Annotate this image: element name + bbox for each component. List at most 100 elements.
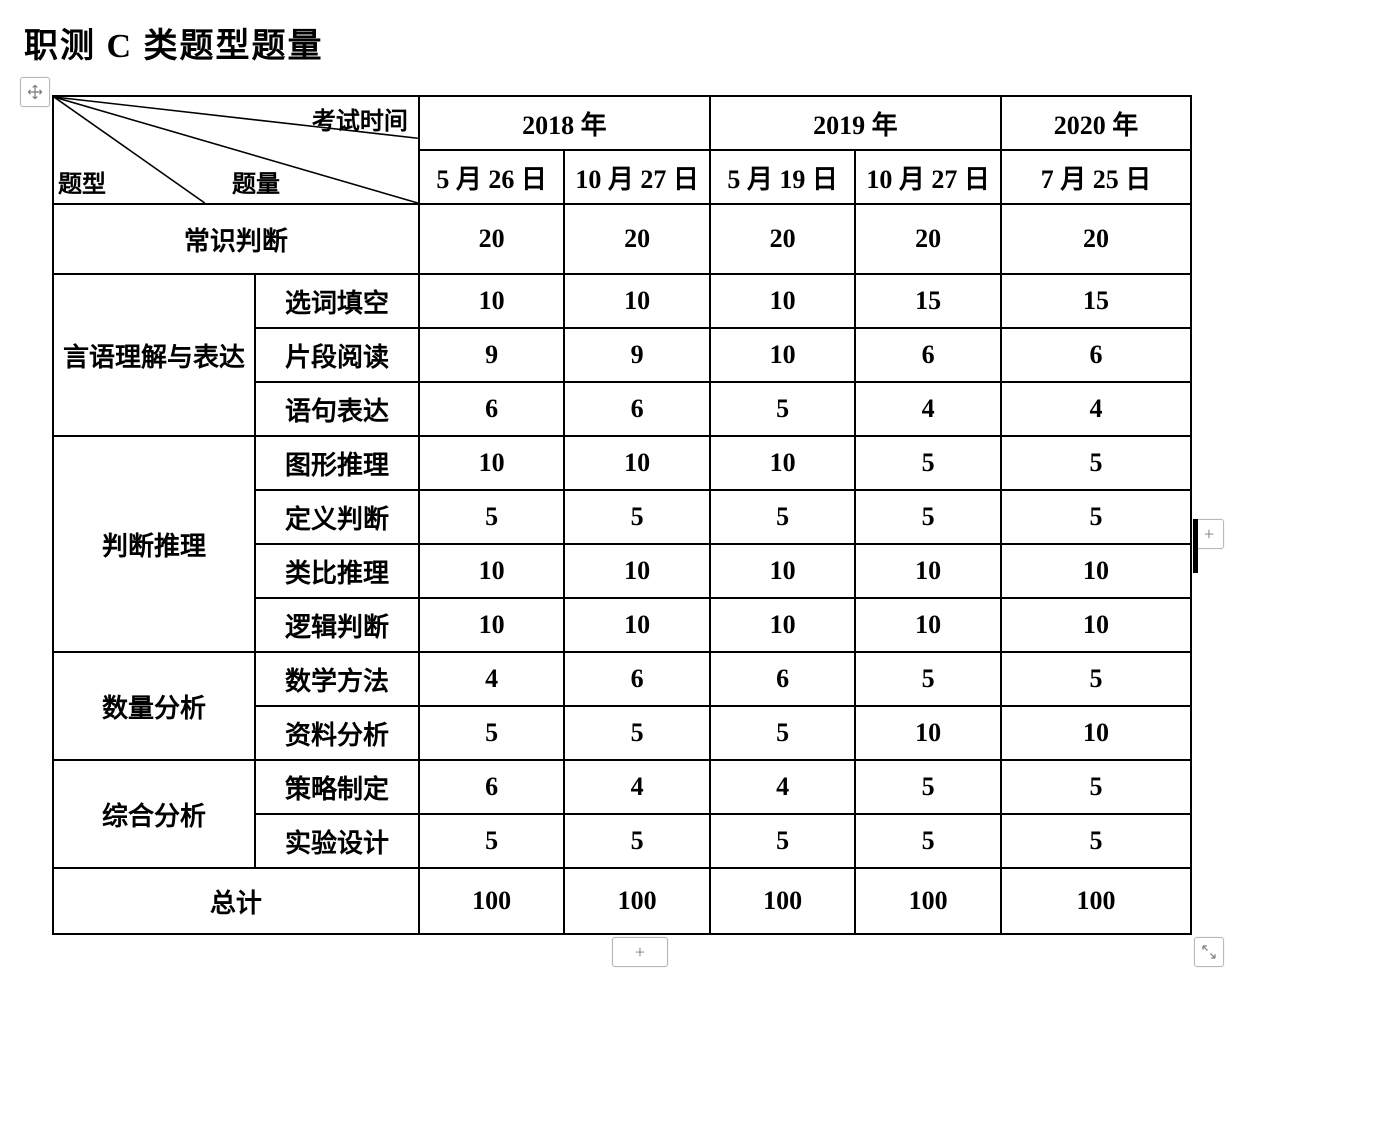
- sub-cell: 片段阅读: [255, 328, 419, 382]
- value-cell: 9: [564, 328, 710, 382]
- year-header: 2019 年: [710, 96, 1001, 150]
- value-cell: 10: [419, 598, 565, 652]
- value-cell: 6: [855, 328, 1001, 382]
- table-row: 判断推理 图形推理 10 10 10 5 5: [53, 436, 1191, 490]
- category-cell: 判断推理: [53, 436, 255, 652]
- value-cell: 5: [1001, 760, 1191, 814]
- value-cell: 10: [1001, 598, 1191, 652]
- table-row: 言语理解与表达 选词填空 10 10 10 15 15: [53, 274, 1191, 328]
- value-cell: 5: [855, 490, 1001, 544]
- value-cell: 5: [855, 760, 1001, 814]
- row-insert-marker: [1193, 519, 1198, 573]
- data-table: 考试时间 题型 题量 2018 年 2019 年 2020 年 5 月 26 日…: [52, 95, 1192, 935]
- sub-cell: 策略制定: [255, 760, 419, 814]
- value-cell: 10: [710, 436, 856, 490]
- table-row: 常识判断 20 20 20 20 20: [53, 204, 1191, 274]
- date-header: 5 月 19 日: [710, 150, 856, 204]
- total-cell: 100: [855, 868, 1001, 934]
- move-handle-icon[interactable]: [20, 77, 50, 107]
- year-header: 2020 年: [1001, 96, 1191, 150]
- value-cell: 5: [564, 490, 710, 544]
- value-cell: 5: [855, 814, 1001, 868]
- value-cell: 10: [419, 274, 565, 328]
- table-container: + + 考试时间 题型 题量 2018 年 2019 年: [52, 95, 1192, 935]
- total-row: 总计 100 100 100 100 100: [53, 868, 1191, 934]
- value-cell: 10: [1001, 706, 1191, 760]
- value-cell: 10: [564, 544, 710, 598]
- page-title: 职测 C 类题型题量: [24, 18, 1356, 67]
- value-cell: 15: [855, 274, 1001, 328]
- value-cell: 10: [564, 274, 710, 328]
- value-cell: 10: [710, 328, 856, 382]
- total-cell: 100: [710, 868, 856, 934]
- total-label: 总计: [53, 868, 419, 934]
- category-cell: 言语理解与表达: [53, 274, 255, 436]
- value-cell: 5: [855, 652, 1001, 706]
- value-cell: 10: [710, 544, 856, 598]
- add-row-icon[interactable]: +: [612, 937, 668, 967]
- value-cell: 4: [564, 760, 710, 814]
- resize-handle-icon[interactable]: [1194, 937, 1224, 967]
- date-header: 5 月 26 日: [419, 150, 565, 204]
- sub-cell: 资料分析: [255, 706, 419, 760]
- add-column-icon[interactable]: +: [1194, 519, 1224, 549]
- value-cell: 10: [419, 544, 565, 598]
- value-cell: 9: [419, 328, 565, 382]
- value-cell: 6: [710, 652, 856, 706]
- value-cell: 6: [419, 382, 565, 436]
- value-cell: 15: [1001, 274, 1191, 328]
- value-cell: 4: [710, 760, 856, 814]
- value-cell: 10: [564, 598, 710, 652]
- value-cell: 5: [1001, 814, 1191, 868]
- total-cell: 100: [1001, 868, 1191, 934]
- value-cell: 4: [1001, 382, 1191, 436]
- value-cell: 5: [419, 814, 565, 868]
- value-cell: 5: [419, 706, 565, 760]
- diagonal-header: 考试时间 题型 题量: [53, 96, 419, 204]
- value-cell: 5: [419, 490, 565, 544]
- value-cell: 10: [855, 706, 1001, 760]
- value-cell: 5: [710, 382, 856, 436]
- value-cell: 10: [710, 598, 856, 652]
- value-cell: 10: [419, 436, 565, 490]
- category-cell: 数量分析: [53, 652, 255, 760]
- value-cell: 5: [564, 706, 710, 760]
- value-cell: 5: [710, 490, 856, 544]
- value-cell: 10: [564, 436, 710, 490]
- sub-cell: 类比推理: [255, 544, 419, 598]
- value-cell: 10: [1001, 544, 1191, 598]
- value-cell: 6: [564, 382, 710, 436]
- sub-cell: 选词填空: [255, 274, 419, 328]
- total-cell: 100: [564, 868, 710, 934]
- value-cell: 6: [419, 760, 565, 814]
- table-row: 综合分析 策略制定 6 4 4 5 5: [53, 760, 1191, 814]
- date-header: 10 月 27 日: [855, 150, 1001, 204]
- sub-cell: 语句表达: [255, 382, 419, 436]
- diag-label-top: 考试时间: [312, 101, 408, 136]
- value-cell: 10: [855, 598, 1001, 652]
- value-cell: 5: [1001, 652, 1191, 706]
- value-cell: 10: [710, 274, 856, 328]
- sub-cell: 定义判断: [255, 490, 419, 544]
- value-cell: 4: [855, 382, 1001, 436]
- value-cell: 5: [1001, 436, 1191, 490]
- date-header: 10 月 27 日: [564, 150, 710, 204]
- value-cell: 20: [1001, 204, 1191, 274]
- date-header: 7 月 25 日: [1001, 150, 1191, 204]
- category-cell: 常识判断: [53, 204, 419, 274]
- value-cell: 10: [855, 544, 1001, 598]
- sub-cell: 数学方法: [255, 652, 419, 706]
- value-cell: 5: [710, 814, 856, 868]
- category-cell: 综合分析: [53, 760, 255, 868]
- year-header: 2018 年: [419, 96, 710, 150]
- sub-cell: 逻辑判断: [255, 598, 419, 652]
- value-cell: 20: [419, 204, 565, 274]
- value-cell: 4: [419, 652, 565, 706]
- value-cell: 20: [564, 204, 710, 274]
- value-cell: 6: [1001, 328, 1191, 382]
- total-cell: 100: [419, 868, 565, 934]
- value-cell: 20: [710, 204, 856, 274]
- value-cell: 5: [855, 436, 1001, 490]
- header-row-years: 考试时间 题型 题量 2018 年 2019 年 2020 年: [53, 96, 1191, 150]
- value-cell: 6: [564, 652, 710, 706]
